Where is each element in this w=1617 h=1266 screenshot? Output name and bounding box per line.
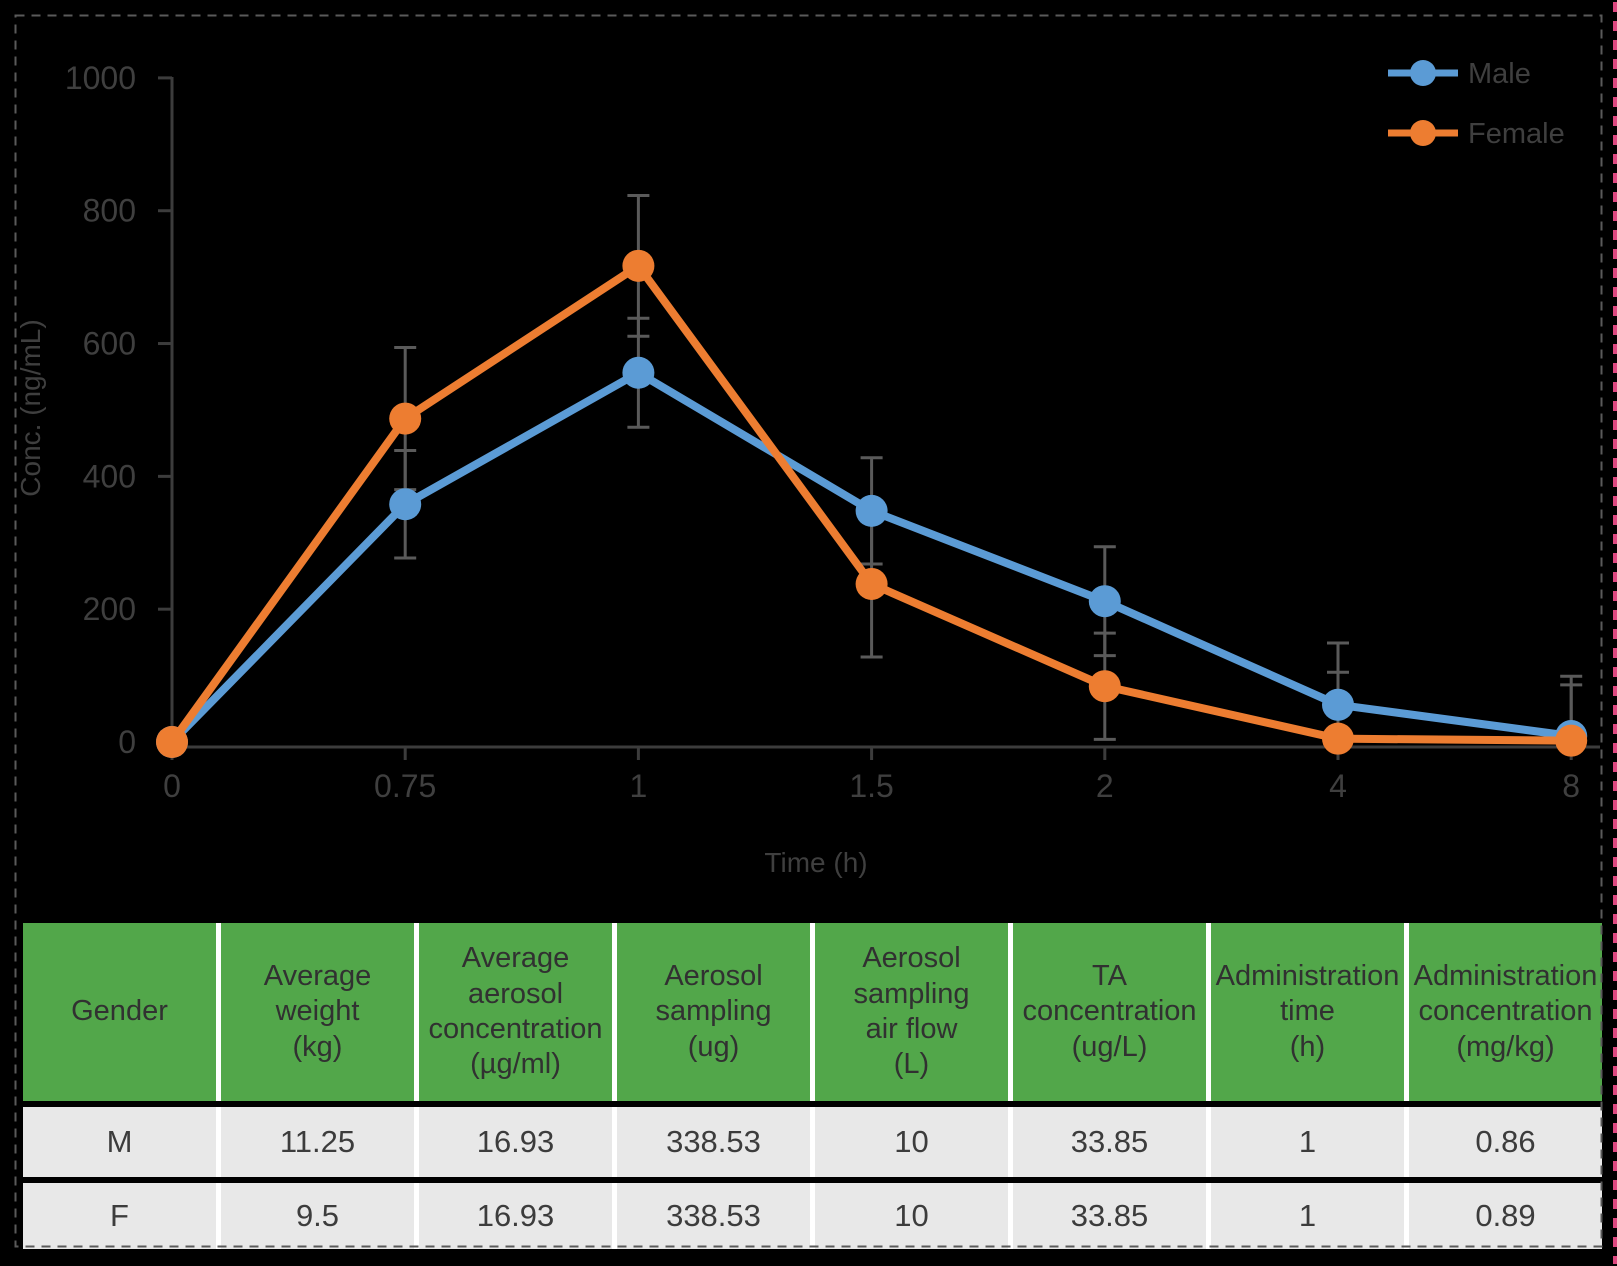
table-cell: 10 [815,1107,1008,1177]
error-bars [394,193,1583,746]
female-marker [156,726,188,758]
table-row: F 9.5 16.93 338.53 10 33.85 1 0.89 [23,1183,1602,1249]
y-tick-label: 1000 [65,60,136,96]
x-axis-title: Time (h) [764,847,867,878]
table-header-cell: Gender [23,923,216,1101]
table-header-row: Gender Average weight (kg) Average aerosol… [23,923,1602,1101]
y-tick-label: 400 [83,458,136,494]
x-tick-label: 0 [163,768,181,804]
female-marker [1555,724,1588,757]
female-marker [389,402,422,435]
male-marker [855,494,888,527]
x-tick-label: 4 [1329,768,1347,804]
female-marker [622,249,655,282]
table-header-cell: Average weight (kg) [221,923,414,1101]
male-marker [1322,688,1354,721]
male-marker [1088,585,1121,618]
y-tick-label: 800 [83,193,136,229]
table-cell: 16.93 [419,1107,612,1177]
table-header-cell: Administration concentration (mg/kg) [1409,923,1602,1101]
male-marker [389,488,422,521]
table-cell: 33.85 [1013,1183,1206,1249]
female-marker [1322,722,1354,755]
table-header-cell: Average aerosol concentration (µg/ml) [419,923,612,1101]
table-cell: 10 [815,1183,1008,1249]
y-tick-label: 600 [83,326,136,362]
table-header-cell: TA concentration (ug/L) [1013,923,1206,1101]
table-cell: 0.89 [1409,1183,1602,1249]
line-chart[interactable]: 0 200 400 600 800 1000 0 0.75 1 1.5 2 4 8 Time (h) Con… [0,0,1617,905]
axes [160,77,1600,749]
table-cell: 0.86 [1409,1107,1602,1177]
table-header-cell: Administration time (h) [1211,923,1404,1101]
legend-label: Male [1468,58,1531,90]
x-tick-label: 8 [1562,768,1580,804]
legend: Male Female [1388,58,1565,150]
parameters-table: Gender Average weight (kg) Average aerosol… [23,923,1602,1249]
female-marker [855,567,888,600]
x-tick-label: 2 [1096,768,1114,804]
legend-item-female[interactable]: Female [1388,118,1565,150]
table-cell: 9.5 [221,1183,414,1249]
y-tick-label: 200 [83,591,136,627]
table-cell: F [23,1183,216,1249]
table-header-cell: Aerosol sampling (ug) [617,923,810,1101]
y-tick-label: 0 [118,724,136,760]
table-cell: 16.93 [419,1183,612,1249]
y-axis-title: Conc. (ng/mL) [15,319,46,496]
table-header-cell: Aerosol sampling air flow (L) [815,923,1008,1101]
legend-marker-swatch [1410,60,1436,86]
legend-marker-swatch [1410,120,1436,146]
legend-label: Female [1468,118,1565,150]
male-marker [622,356,655,389]
table-row: M 11.25 16.93 338.53 10 33.85 1 0.86 [23,1107,1602,1177]
table-cell: 338.53 [617,1183,810,1249]
table-cell: 1 [1211,1183,1404,1249]
x-tick-label: 1.5 [849,768,893,804]
female-marker [1088,670,1121,703]
table-cell: M [23,1107,216,1177]
table-cell: 338.53 [617,1107,810,1177]
table-cell: 33.85 [1013,1107,1206,1177]
table-cell: 1 [1211,1107,1404,1177]
x-tick-label: 1 [630,768,648,804]
legend-item-male[interactable]: Male [1388,58,1531,90]
x-tick-label: 0.75 [374,768,436,804]
table-cell: 11.25 [221,1107,414,1177]
